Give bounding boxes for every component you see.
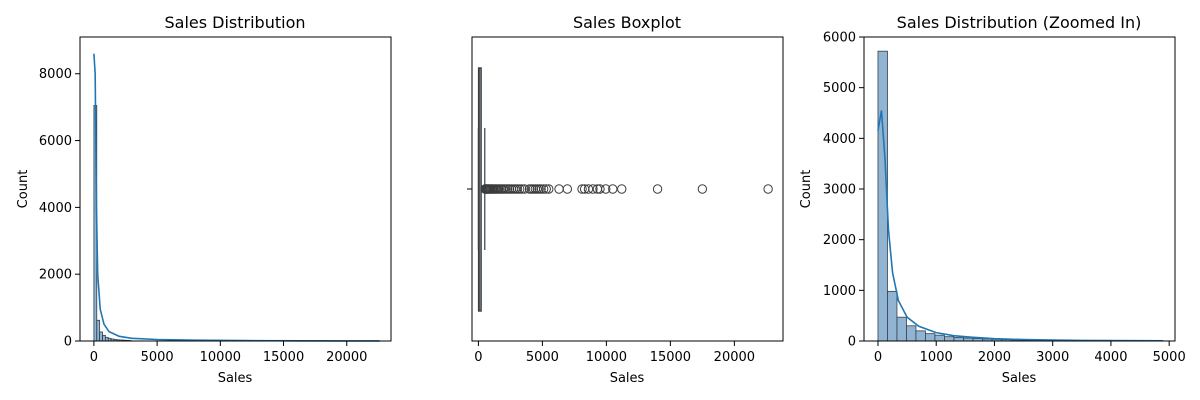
outlier-point — [588, 184, 598, 194]
x-tick-label: 1000 — [920, 350, 953, 365]
y-axis-label: Count — [16, 170, 31, 209]
y-tick-label: 5000 — [823, 81, 856, 96]
y-tick-label: 6000 — [39, 134, 72, 149]
x-tick-label: 10000 — [586, 350, 627, 365]
outlier-point — [519, 184, 530, 194]
x-tick-label: 2000 — [978, 350, 1011, 365]
y-tick-label: 3000 — [823, 183, 856, 198]
outlier-point — [583, 184, 594, 194]
histogram-bar — [925, 333, 936, 342]
y-axis-ticks: 0 2000 4000 6000 8000 — [39, 67, 80, 350]
x-tick-label: 20000 — [714, 350, 755, 365]
x-tick-label: 20000 — [326, 350, 367, 365]
y-tick-label: 6000 — [823, 31, 856, 46]
histogram-bar — [906, 325, 917, 342]
x-tick-label: 0 — [90, 350, 98, 365]
chart-title: Sales Distribution — [164, 13, 305, 32]
x-tick-label: 5000 — [141, 350, 174, 365]
y-tick-label: 4000 — [823, 132, 856, 147]
plot-area — [877, 50, 1164, 342]
outlier-point — [601, 184, 611, 194]
x-tick-label: 0 — [474, 350, 482, 365]
x-tick-label: 5000 — [1153, 350, 1186, 365]
x-tick-label: 15000 — [650, 350, 691, 365]
x-tick-label: 5000 — [526, 350, 559, 365]
histogram-bar — [887, 290, 898, 342]
x-tick-label: 10000 — [200, 350, 241, 365]
x-tick-label: 0 — [874, 350, 882, 365]
outlier-point — [697, 184, 708, 194]
chart-title: Sales Distribution (Zoomed In) — [897, 13, 1142, 32]
y-tick-label: 2000 — [39, 268, 72, 283]
histogram-bar — [99, 331, 103, 342]
outlier-point — [517, 184, 527, 194]
axes-frame — [79, 36, 392, 342]
outlier-point — [554, 184, 564, 194]
x-tick-label: 3000 — [1036, 350, 1069, 365]
outlier-point — [617, 184, 627, 194]
y-tick-label: 4000 — [39, 201, 72, 216]
outlier-point — [544, 184, 554, 194]
histogram-bar — [934, 334, 945, 342]
axes-frame — [863, 36, 1176, 342]
outlier-point — [538, 184, 549, 194]
x-axis-label: Sales — [218, 371, 253, 386]
y-axis-label: Count — [799, 170, 814, 209]
outlier-point — [562, 184, 573, 194]
x-tick-label: 15000 — [263, 350, 304, 365]
outlier-point — [652, 184, 663, 194]
x-tick-label: 4000 — [1094, 350, 1127, 365]
histogram-bar — [104, 336, 109, 342]
outlier-point — [541, 184, 551, 194]
y-axis-ticks: 0 1000 2000 3000 4000 5000 6000 — [823, 31, 864, 350]
kde-line — [877, 110, 1164, 342]
x-axis-label: Sales — [1002, 371, 1037, 386]
outlier-point — [608, 184, 618, 194]
x-axis-ticks: 0 1000 2000 3000 4000 5000 — [874, 341, 1186, 365]
plot-area — [93, 53, 380, 342]
y-tick-label: 8000 — [39, 67, 72, 82]
plot-area — [477, 67, 773, 312]
histogram-bar — [915, 330, 926, 342]
histogram-bar — [96, 319, 101, 342]
y-tick-label: 0 — [64, 335, 72, 350]
outlier-point — [515, 184, 525, 194]
x-axis-ticks: 0 5000 10000 15000 20000 — [90, 341, 367, 365]
outlier-point — [536, 184, 546, 194]
outlier-point — [763, 184, 773, 194]
x-axis-label: Sales — [610, 371, 645, 386]
kde-line — [93, 53, 380, 342]
histogram-bar — [944, 336, 955, 342]
outlier-point — [595, 184, 605, 194]
y-tick-label: 1000 — [823, 284, 856, 299]
panel-sales-distribution-zoomed: Sales Distribution (Zoomed In) 0 1000 2000… — [799, 13, 1186, 386]
panel-sales-boxplot: Sales Boxplot 0 5000 10000 15000 20000 Sales — [467, 13, 784, 386]
y-tick-label: 0 — [848, 335, 856, 350]
axes-frame — [471, 36, 784, 342]
histogram-bar — [953, 337, 964, 342]
panel-sales-distribution: Sales Distribution 0 5000 10000 15000 20000 … — [16, 13, 392, 386]
y-tick-label: 2000 — [823, 233, 856, 248]
chart-title: Sales Boxplot — [573, 13, 681, 32]
outlier-point — [512, 184, 523, 194]
histogram-bar — [896, 316, 907, 342]
outlier-point — [577, 184, 587, 194]
histogram-bar — [102, 334, 106, 342]
x-axis-ticks: 0 5000 10000 15000 20000 — [474, 341, 755, 365]
